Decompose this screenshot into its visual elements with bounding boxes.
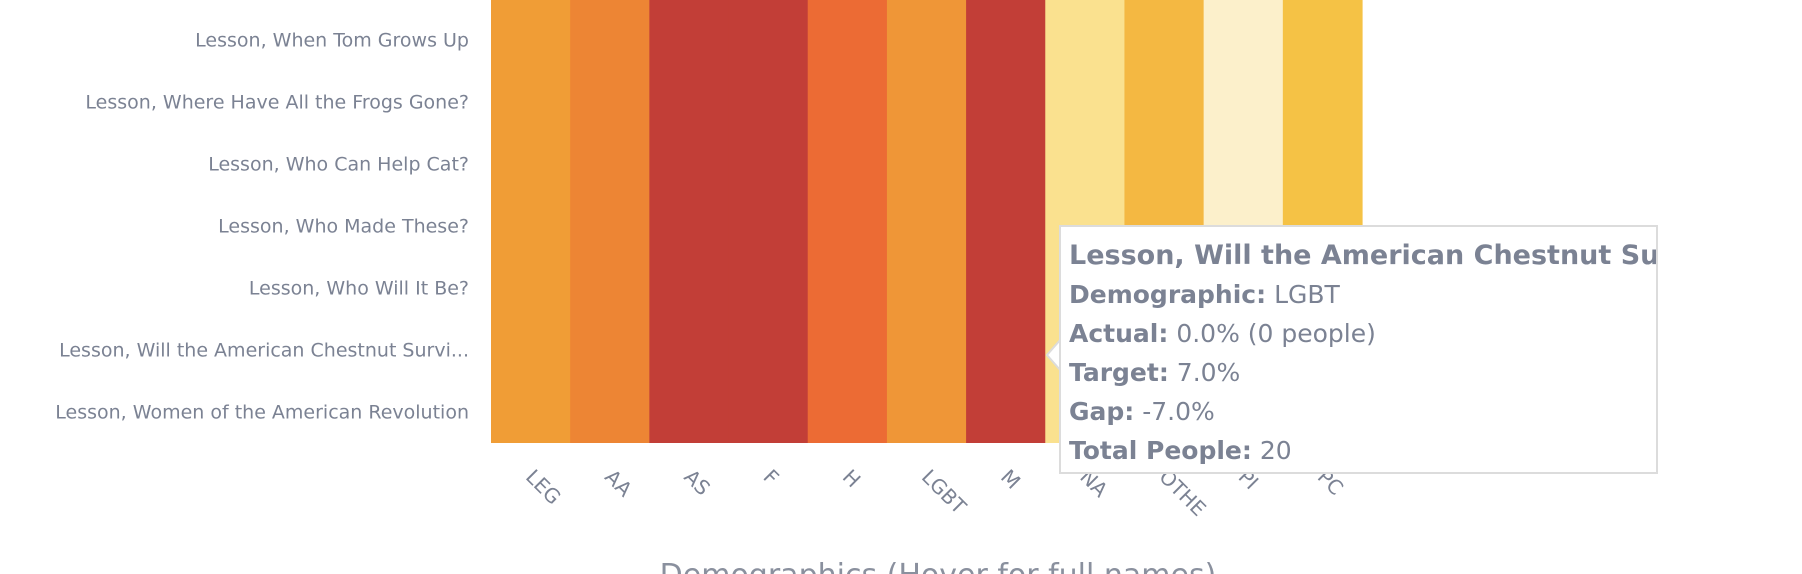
heatmap-column-aa[interactable] — [570, 0, 650, 443]
row-label: Lesson, Women of the American Revolution — [55, 402, 469, 424]
tooltip: Lesson, Will the American Chestnut Survi… — [1059, 225, 1658, 474]
tooltip-label: Target: — [1069, 358, 1169, 387]
tooltip-label: Actual: — [1069, 319, 1169, 348]
heatmap-column-f[interactable] — [728, 0, 809, 443]
column-tick-label: M — [996, 465, 1025, 494]
tooltip-title: Lesson, Will the American Chestnut Survi… — [1069, 240, 1658, 271]
heatmap-column-h[interactable] — [807, 0, 888, 443]
tooltip-line-actual: Actual: 0.0% (0 people) — [1069, 314, 1656, 353]
row-label: Lesson, Will the American Chestnut Survi… — [59, 340, 469, 362]
heatmap-column-lgbt[interactable] — [886, 0, 967, 443]
row-label: Lesson, Who Made These? — [218, 216, 469, 238]
column-tick-label: AA — [600, 465, 637, 502]
tooltip-line-demographic: Demographic: LGBT — [1069, 275, 1656, 314]
column-tick-label: AS — [679, 465, 715, 501]
heatmap-column-leg[interactable] — [491, 0, 571, 443]
column-tick-label: LEG — [521, 465, 566, 510]
tooltip-line-gap: Gap: -7.0% — [1069, 392, 1656, 431]
tooltip-value: 20 — [1259, 436, 1292, 465]
tooltip-label: Demographic: — [1069, 280, 1267, 309]
tooltip-value: 7.0% — [1176, 358, 1241, 387]
row-label: Lesson, Who Will It Be? — [249, 278, 469, 300]
heatmap-column-m[interactable] — [966, 0, 1046, 443]
tooltip-value: 0.0% (0 people) — [1176, 319, 1376, 348]
x-axis-title: Demographics (Hover for full names) — [660, 558, 1217, 574]
row-label: Lesson, Where Have All the Frogs Gone? — [85, 92, 469, 114]
tooltip-line-target: Target: 7.0% — [1069, 353, 1656, 392]
tooltip-label: Gap: — [1069, 397, 1135, 426]
row-labels: Lesson, When Tom Grows Up Lesson, Where H… — [55, 30, 469, 424]
row-label: Lesson, When Tom Grows Up — [195, 30, 469, 52]
column-tick-label: LGBT — [917, 465, 972, 520]
column-tick-label: H — [838, 465, 866, 493]
tooltip-value: -7.0% — [1142, 397, 1215, 426]
row-label: Lesson, Who Can Help Cat? — [208, 154, 469, 176]
tooltip-line-total-people: Total People: 20 — [1069, 431, 1656, 470]
heatmap-column-as[interactable] — [649, 0, 730, 443]
tooltip-value: LGBT — [1274, 280, 1340, 309]
tooltip-label: Total People: — [1069, 436, 1252, 465]
column-tick-label: F — [759, 465, 784, 490]
